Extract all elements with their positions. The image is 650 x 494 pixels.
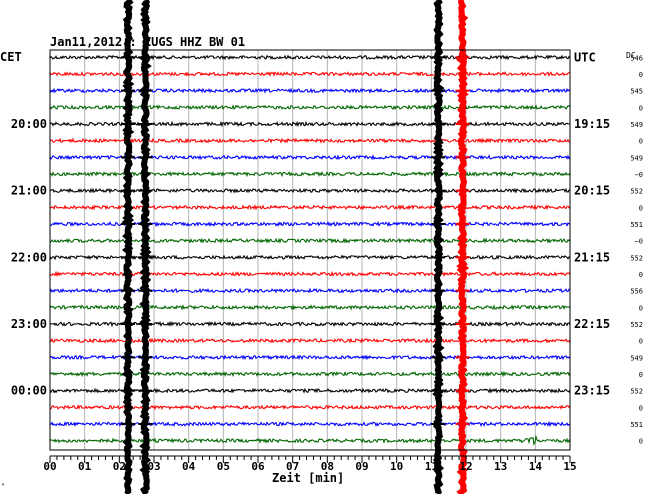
trace-line [49, 434, 571, 446]
trace-line [49, 353, 571, 361]
plot-frame [49, 49, 571, 457]
dc-value: 0 [639, 304, 643, 312]
dc-value: 0 [639, 204, 643, 212]
trace-line [49, 170, 571, 178]
trace-line [49, 420, 571, 428]
trace-line [49, 370, 571, 378]
trace-line [49, 287, 571, 294]
left-timezone-label: CET [0, 50, 22, 64]
trace-line [49, 320, 571, 328]
left-hour-label: 21:00 [11, 184, 47, 198]
trace-line [49, 387, 571, 394]
trace-line [49, 54, 571, 61]
x-tick-label: 09 [355, 460, 368, 473]
dc-value: 552 [630, 188, 643, 196]
left-hour-label: 23:00 [11, 317, 47, 331]
chart-title: Jan11,2012 : ZUGS HHZ BW 01 [50, 35, 245, 49]
x-tick-label: 04 [182, 460, 196, 473]
dc-value: 0 [639, 338, 643, 346]
dc-value: −0 [635, 238, 643, 246]
dc-value: 552 [630, 388, 643, 396]
x-tick-label: 15 [563, 460, 576, 473]
trace-line [49, 70, 570, 78]
right-hour-label: UTC [574, 50, 596, 64]
trace-line [49, 104, 571, 111]
x-tick-label: 03 [147, 460, 160, 473]
x-tick-label: 02 [113, 460, 126, 473]
event-burst [432, 0, 445, 494]
x-tick-label: 11 [425, 460, 439, 473]
trace-line [49, 87, 571, 94]
trace-line [49, 187, 571, 194]
dc-value: 0 [639, 71, 643, 79]
dc-value: 0 [639, 404, 643, 412]
dc-value: 0 [639, 104, 643, 112]
dc-value: 549 [630, 121, 643, 129]
right-hour-label: 22:15 [574, 317, 610, 331]
trace-line [49, 120, 571, 128]
x-tick-label: 14 [529, 460, 543, 473]
dc-value: 549 [630, 354, 643, 362]
left-hour-label: 20:00 [11, 117, 47, 131]
x-tick-label: 00 [43, 460, 56, 473]
right-hour-label: 23:15 [574, 384, 610, 398]
dc-value: 552 [630, 321, 643, 329]
dc-header: DC [626, 51, 636, 60]
dc-value: 545 [630, 88, 643, 96]
right-hour-label: 21:15 [574, 250, 610, 264]
trace-line [49, 154, 571, 161]
plot-border [49, 49, 571, 451]
x-axis-label: Zeit [min] [272, 471, 344, 485]
dc-value: −0 [635, 171, 643, 179]
dc-value: 0 [639, 371, 643, 379]
dc-value: 549 [630, 154, 643, 162]
trace-line [49, 137, 571, 144]
labels: 00 01 02 03 04 05 06 07 08 09 10 11 12 13 14 1520:0021:… [11, 50, 643, 473]
dc-value: 0 [639, 138, 643, 146]
trace-line [49, 304, 571, 311]
event-burst [139, 0, 152, 494]
x-tick-label: 08 [321, 460, 334, 473]
trace-line [49, 270, 571, 278]
right-hour-label: 19:15 [574, 117, 610, 131]
x-tick-label: 05 [217, 460, 230, 473]
x-tick-label: 10 [390, 460, 403, 473]
trace-line [49, 404, 571, 411]
dc-value: 552 [630, 254, 643, 262]
trace-lines [49, 54, 571, 446]
dc-value: 556 [630, 288, 643, 296]
event-burst [121, 0, 135, 494]
x-tick-label: 06 [251, 460, 265, 473]
dc-value: 546 [630, 54, 643, 62]
right-hour-label: 20:15 [574, 184, 610, 198]
left-hour-label: 22:00 [11, 250, 47, 264]
trace-line [49, 237, 571, 244]
x-tick-label: 01 [78, 460, 92, 473]
event-burst [456, 0, 470, 494]
trace-line [50, 221, 571, 228]
dc-value: 551 [630, 221, 643, 229]
event-bursts [121, 0, 470, 494]
dc-value: 0 [639, 438, 643, 446]
dc-value: 0 [639, 271, 643, 279]
x-ticks [49, 456, 571, 463]
left-hour-label: 00:00 [11, 384, 47, 398]
trace-line [49, 254, 571, 261]
x-tick-label: 07 [286, 460, 299, 473]
x-tick-label: 13 [494, 460, 507, 473]
dc-value: 551 [630, 421, 643, 429]
corner-mark: ᴬ [1, 481, 5, 490]
trace-line [49, 337, 571, 344]
x-tick-label: 12 [459, 460, 472, 473]
trace-line [49, 204, 571, 211]
